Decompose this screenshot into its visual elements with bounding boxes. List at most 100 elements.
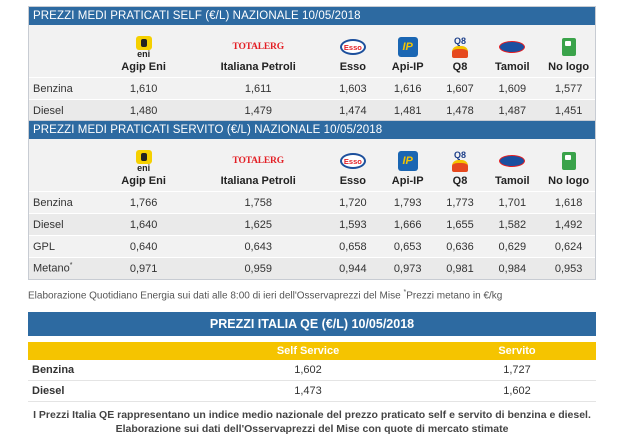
price-cell: 1,582 (498, 218, 527, 231)
table-row: Diesel 1,640 1,625 1,593 1,666 1,655 1,582 1,49… (29, 213, 595, 235)
self-brands-row: eni Agip Eni TOTALERG Italiana Petroli E… (29, 25, 595, 77)
tamoil-logo-icon (499, 155, 526, 167)
price-cell: 1,609 (498, 82, 527, 95)
price-cell: 0,624 (554, 240, 583, 253)
brand-esso: Esso Esso (328, 25, 378, 77)
row-label: Metano* (33, 262, 73, 275)
price-cell: 1,481 (393, 104, 422, 117)
self-prices-table: PREZZI MEDI PRATICATI SELF (€/L) NAZIONA… (28, 6, 596, 122)
servito-prices-table: PREZZI MEDI PRATICATI SERVITO (€/L) NAZI… (28, 120, 596, 280)
price-cell: 1,616 (393, 82, 422, 95)
q8-logo-icon: Q8 (451, 149, 468, 173)
price-cell: 0,640 (129, 240, 158, 253)
brand-name: Tamoil (494, 175, 530, 187)
price-cell: 0,944 (339, 262, 367, 275)
ip-logo-icon: IP (397, 37, 418, 57)
price-cell: 1,618 (554, 196, 583, 209)
brand-name: Api-IP (391, 61, 424, 73)
brand-name: Italiana Petroli (220, 175, 296, 187)
price-cell: 1,701 (498, 196, 527, 209)
price-cell: 0,959 (244, 262, 272, 275)
totalerg-logo-icon: TOTALERG (232, 156, 285, 166)
qe-servito-value: 1,727 (503, 364, 531, 376)
qe-self-value: 1,473 (294, 385, 322, 397)
price-cell: 1,474 (339, 104, 367, 117)
note-suffix: Prezzi metano in €/kg (406, 290, 503, 302)
price-cell: 1,479 (244, 104, 272, 117)
price-cell: 1,487 (498, 104, 527, 117)
price-cell: 1,603 (339, 82, 367, 95)
price-cell: 1,451 (554, 104, 583, 117)
price-cell: 0,653 (393, 240, 422, 253)
price-cell: 0,658 (339, 240, 367, 253)
row-label: Diesel (33, 218, 64, 231)
table-row: Benzina 1,766 1,758 1,720 1,793 1,773 1,701 1,6… (29, 191, 595, 213)
esso-logo-icon: Esso (339, 39, 366, 55)
source-note: Elaborazione Quotidiano Energia sui dati… (28, 289, 502, 301)
price-cell: 1,640 (129, 218, 158, 231)
qe-row-label: Diesel (32, 385, 65, 397)
brand-italiana-petroli: TOTALERG Italiana Petroli (188, 25, 328, 77)
brand-q8: Q8 Q8 (438, 139, 483, 191)
price-cell: 1,766 (129, 196, 158, 209)
servito-brands-row: eni Agip Eni TOTALERG Italiana Petroli E… (29, 139, 595, 191)
table-row: Diesel 1,480 1,479 1,474 1,481 1,478 1,487 1,45… (29, 99, 595, 121)
price-cell: 0,981 (446, 262, 474, 275)
servito-table-title: PREZZI MEDI PRATICATI SERVITO (€/L) NAZI… (29, 121, 595, 139)
qe-self-value: 1,602 (294, 364, 322, 376)
brand-api-ip: IP Api-IP (378, 25, 438, 77)
price-cell: 0,973 (393, 262, 422, 275)
brand-tamoil: Tamoil (482, 25, 542, 77)
price-cell: 1,720 (339, 196, 367, 209)
price-cell: 1,625 (244, 218, 272, 231)
price-cell: 1,666 (393, 218, 422, 231)
qe-row: Benzina 1,602 1,727 (28, 360, 596, 381)
eni-logo-icon: eni (135, 35, 152, 59)
note-text: Elaborazione Quotidiano Energia sui dati… (28, 290, 404, 302)
note-sup: * (403, 289, 407, 296)
brand-agip-eni: eni Agip Eni (99, 139, 189, 191)
brand-name: Esso (339, 175, 367, 187)
empty-cell (29, 25, 99, 77)
esso-logo-icon: Esso (339, 153, 366, 169)
qe-footer-line-1: I Prezzi Italia QE rappresentano un indi… (33, 409, 591, 421)
qe-col-self: Self Service (276, 345, 340, 357)
brand-q8: Q8 Q8 (438, 25, 483, 77)
price-cell: 1,611 (244, 82, 272, 95)
qe-prices-table: PREZZI ITALIA QE (€/L) 10/05/2018 Self S… (28, 312, 596, 436)
price-cell: 1,593 (339, 218, 367, 231)
price-cell: 1,607 (446, 82, 474, 95)
price-cell: 0,629 (498, 240, 527, 253)
brand-name: Tamoil (494, 61, 530, 73)
price-cell: 0,953 (554, 262, 583, 275)
brand-name: Italiana Petroli (220, 61, 296, 73)
fuel-pump-icon (561, 152, 576, 170)
price-cell: 1,773 (446, 196, 474, 209)
qe-header-row: Self Service Servito (28, 342, 596, 360)
brand-name: Esso (339, 61, 367, 73)
qe-servito-value: 1,602 (503, 385, 531, 397)
price-cell: 0,984 (498, 262, 527, 275)
price-cell: 1,610 (129, 82, 158, 95)
brand-name: Api-IP (391, 175, 424, 187)
price-cell: 1,480 (129, 104, 158, 117)
price-cell: 1,478 (446, 104, 474, 117)
table-row: Benzina 1,610 1,611 1,603 1,616 1,607 1,609 1,5… (29, 77, 595, 99)
brand-esso: Esso Esso (328, 139, 378, 191)
row-label: GPL (33, 240, 56, 253)
q8-logo-icon: Q8 (451, 35, 468, 59)
brand-api-ip: IP Api-IP (378, 139, 438, 191)
row-label: Diesel (33, 104, 64, 117)
qe-footer: I Prezzi Italia QE rappresentano un indi… (28, 408, 596, 436)
qe-footer-line-2: Elaborazione sui dati dell'Osservaprezzi… (115, 423, 509, 435)
price-cell: 0,971 (129, 262, 158, 275)
brand-name: Agip Eni (121, 61, 166, 73)
price-cell: 1,492 (554, 218, 583, 231)
brand-agip-eni: eni Agip Eni (99, 25, 189, 77)
brand-no-logo: No logo (542, 139, 595, 191)
price-cell: 1,758 (244, 196, 272, 209)
brand-name: Q8 (452, 61, 468, 73)
brand-name: Agip Eni (121, 175, 166, 187)
price-cell: 0,636 (446, 240, 474, 253)
qe-col-servito: Servito (498, 345, 536, 357)
